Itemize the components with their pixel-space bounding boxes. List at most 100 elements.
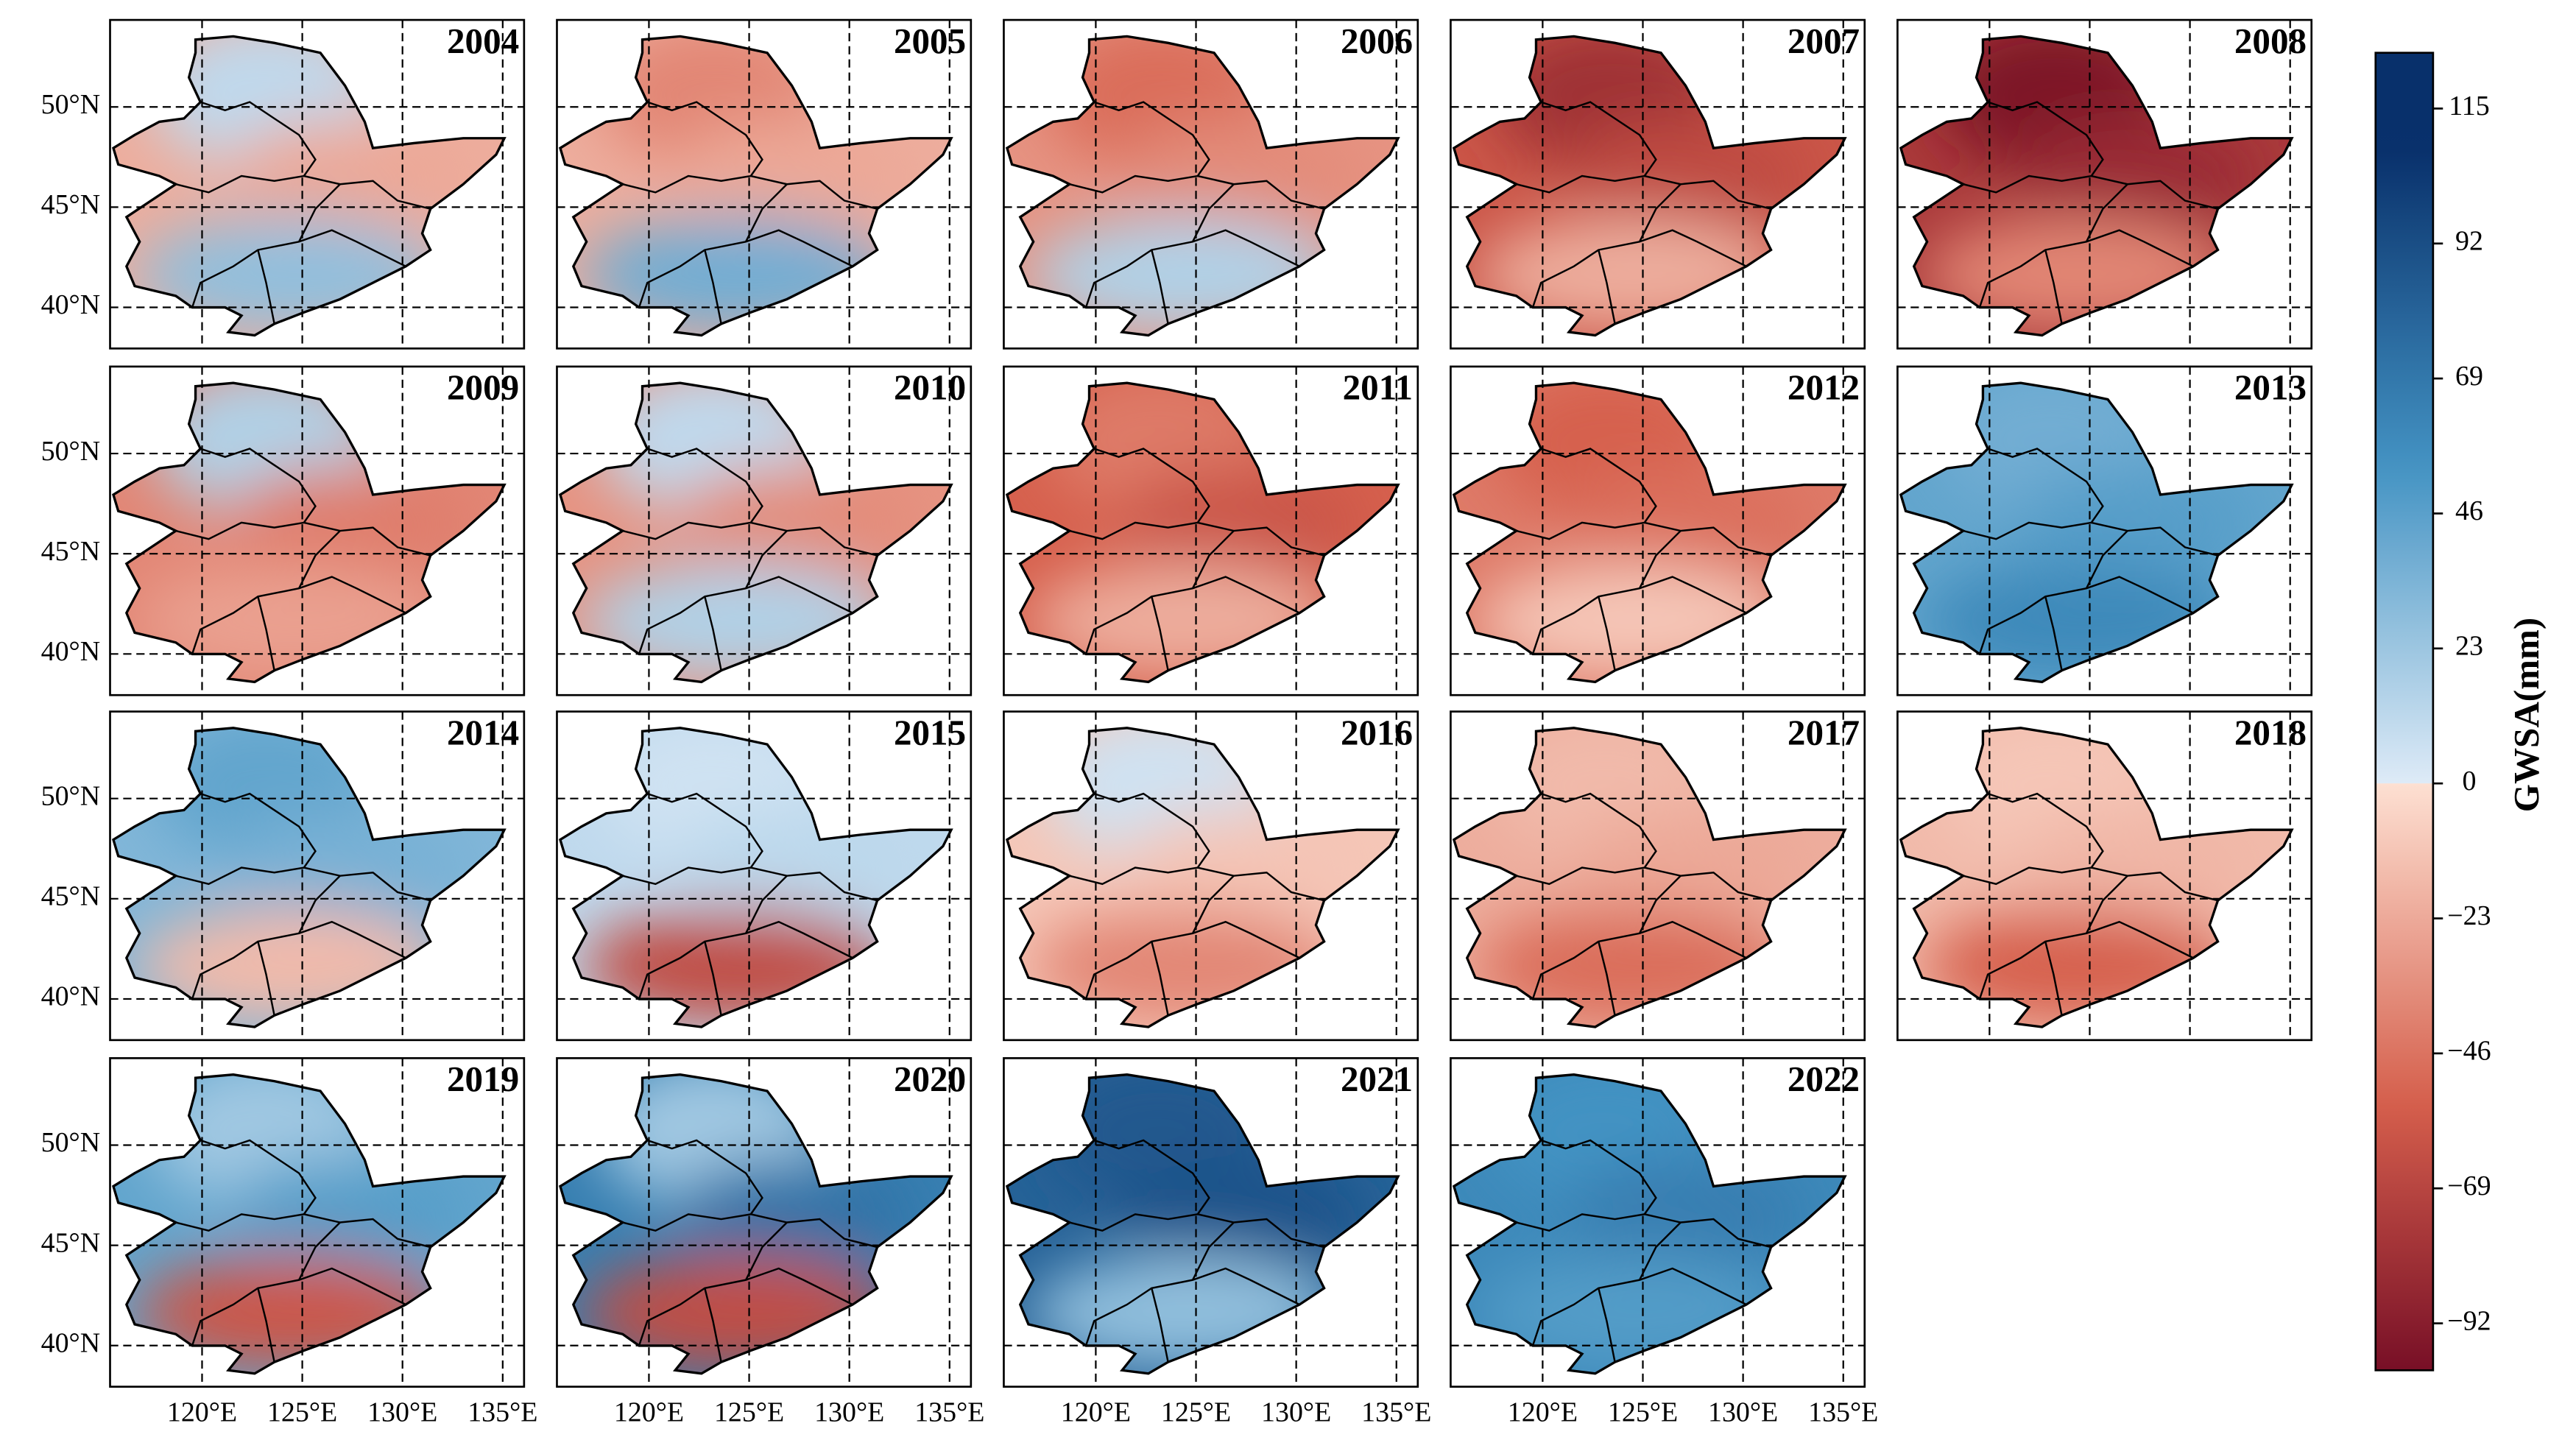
y-tick-label: 40°N [41,1327,100,1358]
y-tick-label: 50°N [41,1127,100,1158]
province-border [1531,229,1747,308]
province-border [1540,792,1771,902]
map-panel: 120°E 125°E 130°E 135°E 2020 [556,1057,984,1427]
province-border [1151,250,1169,325]
field-center [1565,465,1813,581]
x-tick-label: 125°E [1608,1397,1678,1427]
field-center [225,465,472,581]
province-border [1516,521,1645,540]
field-south [1028,563,1341,679]
province-border [191,576,406,654]
anomaly-field [113,1074,505,1374]
field-center [671,118,919,234]
province-border [638,920,853,1000]
field-center [1565,1157,1813,1272]
map-panel: 2008 [1896,18,2313,350]
panel-frame [556,1057,973,1388]
province-border [745,530,788,589]
y-tick-label: 45°N [41,1227,100,1258]
province-border [1987,101,2218,210]
province-border [704,596,722,671]
panel-frame [109,18,526,350]
province-border [1531,1267,1747,1346]
province-border [1084,920,1300,1000]
province-border [1516,866,1645,886]
province-border [191,1267,406,1346]
province-border [298,1221,341,1281]
map-panel: 2005 [556,18,973,350]
province-border [1084,576,1300,654]
province-border [622,521,751,540]
x-tick-label: 120°E [167,1397,237,1427]
region-outline [1005,727,1400,1028]
x-tick-label: 135°E [467,1397,537,1427]
panel-frame [109,1057,526,1388]
colorbar-tick-label: 115 [2449,91,2489,121]
province-border [257,941,275,1016]
province-border [1191,183,1235,242]
panel-frame [1450,365,1866,696]
province-border [1987,792,2218,902]
colorbar-tick-label: 69 [2455,361,2483,392]
map-panel: 120°E 125°E 130°E 135°E 50°N 45°N 40°N 2019 [41,1057,537,1427]
x-tick-label: 130°E [367,1397,437,1427]
region-outline [112,1073,507,1375]
province-border [200,1139,431,1249]
x-tick-label: 125°E [1161,1397,1231,1427]
province-border [298,875,341,934]
field-blobs [134,383,472,679]
province-border [298,183,341,242]
panel-frame [1896,18,2313,350]
province-border [2085,183,2128,242]
field-south [1922,563,2234,679]
map-panel: 2006 [1003,18,1419,350]
field-blobs [581,383,919,679]
province-border [1069,866,1198,886]
field-south [1922,216,2234,333]
x-tick-label: 120°E [614,1397,684,1427]
map-panel: 50°N 45°N 40°N 2004 [41,18,526,350]
province-border [1531,920,1747,1000]
province-border [704,1288,722,1363]
province-border [1151,941,1169,1016]
panel-title: 2021 [1341,1059,1413,1099]
province-border [1084,229,1300,308]
region-outline [1899,727,2294,1028]
province-border [1963,174,2092,194]
panel-title: 2016 [1341,712,1413,752]
region-outline [558,727,953,1028]
x-tick-label: 135°E [914,1397,984,1427]
province-border [745,183,788,242]
field-center [2012,465,2259,581]
panel-frame [1003,365,1419,696]
field-center [671,465,919,581]
field-south [581,1255,894,1371]
map-panel: 120°E 125°E 130°E 135°E 2021 [1003,1057,1431,1427]
field-south [134,1255,447,1371]
panel-frame [109,710,526,1042]
map-panel: 2007 [1450,18,1866,350]
map-panel: 120°E 125°E 130°E 135°E 2022 [1450,1057,1878,1427]
province-border [1191,530,1235,589]
panel-frame [109,365,526,696]
province-border [1638,183,1682,242]
field-center [2012,118,2259,234]
field-south [1475,216,1788,333]
province-border [1963,521,2092,540]
region-outline [558,381,953,684]
panel-title: 2007 [1788,21,1860,61]
province-border [2085,875,2128,934]
field-blobs [134,727,472,1024]
map-panel: 2010 [556,365,973,696]
province-border [1598,250,1616,325]
province-border [1540,448,1771,557]
province-border [298,530,341,589]
field-blobs [581,36,919,333]
colorbar-tick-label: −46 [2447,1036,2491,1067]
field-center [671,810,919,925]
panel-frame [1003,18,1419,350]
field-south [1475,563,1788,679]
province-border [1191,875,1235,934]
panel-frame [1450,18,1866,350]
